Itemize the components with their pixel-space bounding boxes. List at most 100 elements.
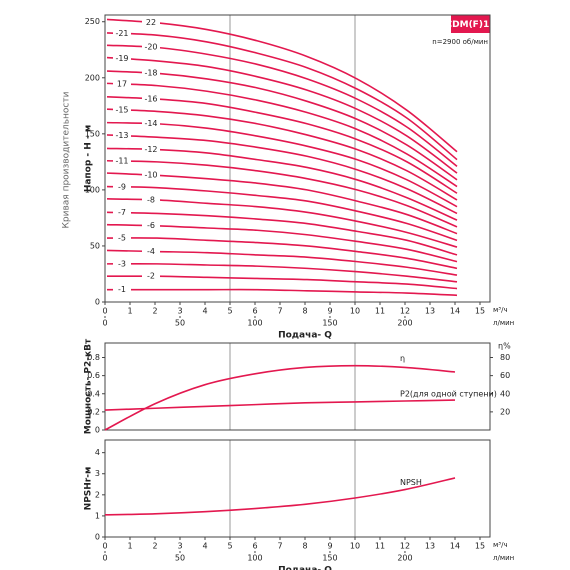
curve [106,108,458,201]
x-tick-label: 14 [450,542,460,551]
curve-label: 22 [146,18,156,27]
y-label: Напор - Н - м [84,125,94,192]
curve [104,477,456,516]
curve-label-bg [113,80,131,89]
x-tick-label: 12 [400,542,410,551]
x2-tick-label: 200 [397,319,412,328]
x2-tick-label: 0 [102,319,107,328]
curve-label: -13 [115,131,128,140]
y-tick-label: 4 [95,448,100,457]
curve [106,56,458,174]
curve-label: -19 [115,54,128,63]
y2-tick-label: 20 [500,407,510,416]
curve [106,249,458,276]
curve-label-bg [142,247,160,256]
side-label: Кривая производительности [62,91,72,228]
model-badge [451,15,490,33]
x-unit: м³/ч [493,306,508,314]
x-tick-label: 10 [350,307,360,316]
curve-label: -14 [144,119,157,128]
y-tick-label: 0 [95,298,100,307]
curve-label-bg [113,285,131,294]
curve [106,70,458,181]
curve-label-bg [142,43,160,52]
curve [106,121,458,208]
x-tick-label: 3 [177,307,182,316]
y-label: NPSHr-м [84,467,94,511]
y-tick-label: 1 [95,511,100,520]
curve-label-bg [113,208,131,217]
curve [106,275,458,290]
curve-label: -4 [147,247,155,256]
curve [106,198,458,248]
x-tick-label: 4 [202,307,207,316]
curve-label: 17 [117,80,127,89]
curve-label-bg [113,131,131,140]
curve-label: -6 [147,221,155,230]
y-tick-label: 0 [95,533,100,542]
x-tick-label: 8 [302,542,307,551]
x-tick-label: 6 [252,307,257,316]
curve [106,211,458,256]
curve-label-bg [142,94,160,103]
curve-label-bg [142,69,160,78]
curve-label-bg [142,171,160,180]
curve [106,44,458,167]
y-tick-label: 0.6 [87,371,100,380]
curve-label: -18 [144,69,157,78]
curve [106,237,458,270]
curve-label: -10 [144,171,157,180]
y-tick-label: 0.8 [87,353,100,362]
y-tick-label: 250 [85,17,100,26]
y-tick-label: 0.4 [87,389,100,398]
y-tick-label: 50 [90,241,100,250]
curve-label: -11 [115,157,128,166]
x-tick-label: 0 [102,542,107,551]
curve-label-bg [113,182,131,191]
x2-tick-label: 200 [397,554,412,563]
curve-label-bg [113,157,131,166]
x2-tick-label: 150 [322,319,337,328]
x-tick-label: 9 [327,307,332,316]
x-tick-label: 0 [102,307,107,316]
curve-label-bg [142,195,160,204]
curve-label-bg [142,221,160,230]
x2-tick-label: 50 [175,554,185,563]
x-tick-label: 7 [277,542,282,551]
x-tick-label: 2 [152,542,157,551]
curve [106,288,458,297]
y2-tick-label: 80 [500,353,510,362]
y2-tick-label: 40 [500,389,510,398]
curve [106,185,458,242]
curve [106,223,458,263]
curve [106,263,458,283]
x-tick-label: 6 [252,542,257,551]
x-label: Подача- Q [278,566,332,570]
x-unit: м³/ч [493,541,508,549]
x-tick-label: 11 [375,542,385,551]
x-tick-label: 5 [227,307,232,316]
curve-label: -9 [118,182,126,191]
x2-unit: л/мин [493,319,514,327]
curve-label-bg [113,234,131,243]
x-tick-label: 5 [227,542,232,551]
x-tick-label: 12 [400,307,410,316]
y-tick-label: 0 [95,426,100,435]
plot-frame [104,14,491,303]
x-tick-label: 14 [450,307,460,316]
speed: n=2900 об/мин [432,38,488,46]
curve [106,147,458,221]
curve-label: η [400,354,405,363]
curve-label-bg [142,272,160,281]
x2-tick-label: 100 [247,319,262,328]
curve-label: P2(для одной ступени) [400,390,497,399]
curve [104,399,456,411]
y-label: Мощность- Р2-кВт [84,338,94,434]
curve-label-bg [142,18,160,27]
curve-label: -8 [147,195,155,204]
curve-label-bg [142,119,160,128]
y-tick-label: 150 [85,129,100,138]
curve-label: -20 [144,43,157,52]
curve-label: -1 [118,285,126,294]
